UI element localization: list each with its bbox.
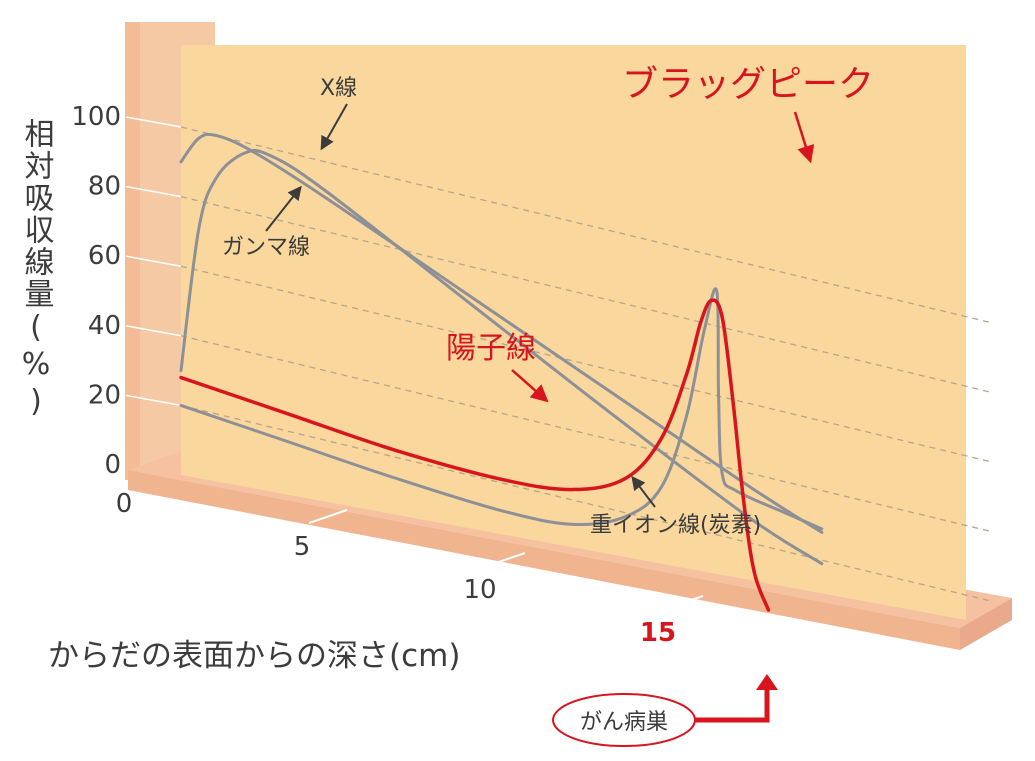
label-gamma: ガンマ線 [222,235,310,260]
y-tick-label-0: 0 [104,450,121,480]
x-tick-labels: 0 5 10 15 [116,489,676,648]
label-x-ray: X線 [320,76,357,101]
y-tick-label-20: 20 [88,380,121,410]
y-tick-label-60: 60 [88,241,121,271]
wall-tick-60 [125,255,182,267]
floor-tick-15 [664,595,704,610]
chart-background [125,22,1012,650]
floor-front-edge [128,470,960,650]
series-line-2 [179,298,771,612]
wall-tick-20 [125,394,182,407]
floor-tick-10 [486,552,526,567]
x-tick-label-15: 15 [640,618,676,648]
y-tick-label-100: 100 [71,102,121,132]
series-line-3 [179,287,824,531]
arrow-proton [511,369,549,403]
label-bragg-peak: ブラッグピーク [622,64,874,105]
grid-lines [125,116,990,602]
arrow-heavy-ion [631,475,656,508]
label-proton: 陽子線 [446,331,536,366]
arrow-bragg-peak [793,111,815,164]
arrow-x-ray [320,103,348,151]
x-tick-label-10: 10 [463,575,496,605]
label-heavy-ion: 重イオン線(炭素) [590,513,761,538]
target-label: がん病巣 [580,710,668,735]
floor-ticks [308,509,704,610]
y-tick-labels: 0 20 40 60 80 100 [71,102,121,480]
y-tick-label-80: 80 [88,172,121,202]
arrow-gamma [265,185,302,232]
x-tick-label-5: 5 [294,532,311,562]
y-axis-label: 相対吸収線量(%) [19,118,55,421]
series-line-1 [179,148,824,566]
wall-tick-80 [125,185,182,198]
x-axis-label: からだの表面からの深さ(cm) [48,638,460,674]
wall-tick-40 [125,325,182,337]
y-tick-label-40: 40 [88,311,121,341]
floor-tick-5 [308,509,348,524]
target-arrow [695,688,770,723]
target-arrowhead [756,674,778,690]
floor-side [960,598,1012,650]
x-tick-label-0: 0 [116,489,133,519]
wall-tick-100 [125,116,182,128]
left-wall-top [125,22,140,480]
plot-panel [181,45,966,620]
series-layer [179,132,824,612]
target-annotation: がん病巣 [552,674,778,747]
